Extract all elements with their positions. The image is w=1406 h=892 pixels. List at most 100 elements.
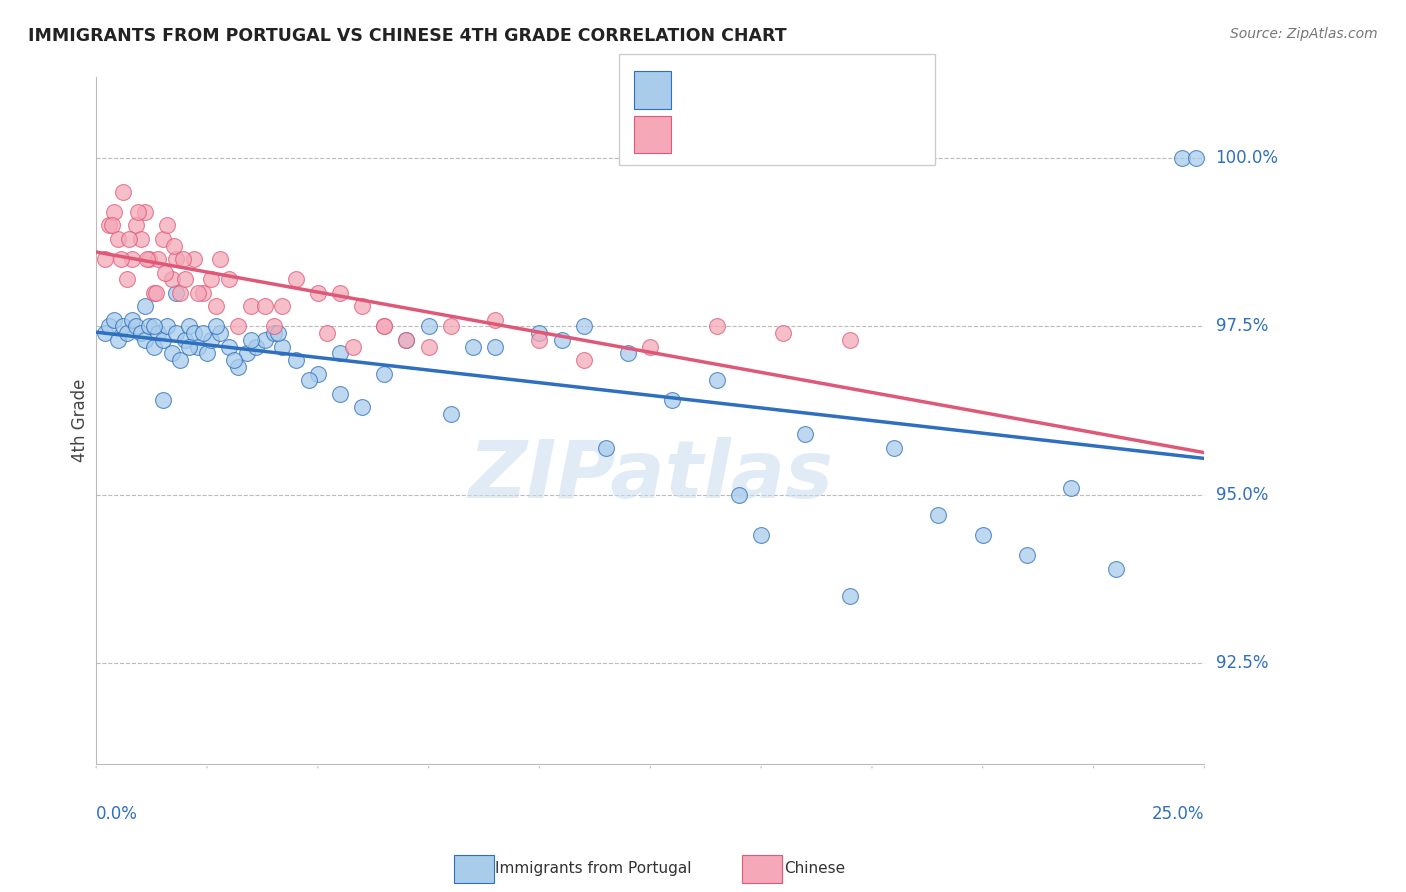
Point — [148, 252, 170, 267]
Point — [595, 441, 617, 455]
Point — [94, 326, 117, 340]
Point — [706, 373, 728, 387]
Point — [972, 528, 994, 542]
Point — [315, 326, 337, 340]
Point — [267, 326, 290, 340]
Point — [1017, 548, 1039, 562]
Text: IMMIGRANTS FROM PORTUGAL VS CHINESE 4TH GRADE CORRELATION CHART: IMMIGRANTS FROM PORTUGAL VS CHINESE 4TH … — [28, 27, 787, 45]
Text: Source: ZipAtlas.com: Source: ZipAtlas.com — [1230, 27, 1378, 41]
Point — [118, 232, 141, 246]
Point — [395, 333, 418, 347]
Point — [142, 340, 165, 354]
Point — [240, 333, 263, 347]
Point — [173, 333, 195, 347]
Point — [179, 340, 201, 354]
Point — [138, 319, 160, 334]
Point — [115, 326, 138, 340]
Point — [329, 386, 352, 401]
Point — [100, 219, 122, 233]
Point — [200, 333, 222, 347]
Text: 92.5%: 92.5% — [1216, 654, 1268, 672]
Point — [111, 319, 134, 334]
Point — [205, 319, 228, 334]
Text: 25.0%: 25.0% — [1152, 805, 1205, 823]
Point — [927, 508, 949, 522]
Point — [165, 326, 187, 340]
Point — [342, 340, 364, 354]
Point — [169, 353, 191, 368]
Point — [395, 333, 418, 347]
Point — [352, 400, 374, 414]
Point — [205, 299, 228, 313]
Point — [484, 312, 506, 326]
Point — [838, 333, 860, 347]
Point — [136, 252, 159, 267]
Point — [706, 319, 728, 334]
Text: Immigrants from Portugal: Immigrants from Portugal — [495, 862, 692, 876]
Point — [165, 252, 187, 267]
Point — [373, 319, 395, 334]
Text: N = 73: N = 73 — [815, 70, 877, 87]
Point — [529, 333, 551, 347]
Point — [134, 333, 156, 347]
Point — [883, 441, 905, 455]
Point — [418, 319, 440, 334]
Point — [152, 232, 174, 246]
Point — [156, 319, 179, 334]
Text: 97.5%: 97.5% — [1216, 318, 1268, 335]
Point — [191, 326, 214, 340]
Point — [103, 205, 125, 219]
Point — [179, 319, 201, 334]
Point — [152, 333, 174, 347]
Point — [749, 528, 772, 542]
Point — [209, 326, 232, 340]
Point — [245, 340, 267, 354]
Point — [98, 319, 121, 334]
Point — [529, 326, 551, 340]
Text: 0.0%: 0.0% — [96, 805, 138, 823]
Point — [172, 252, 194, 267]
Point — [263, 319, 285, 334]
Text: N = 58: N = 58 — [815, 113, 877, 131]
Point — [127, 205, 149, 219]
Point — [1171, 151, 1194, 165]
Point — [298, 373, 321, 387]
Y-axis label: 4th Grade: 4th Grade — [72, 379, 89, 462]
Point — [163, 238, 186, 252]
Point — [461, 340, 484, 354]
Point — [110, 252, 132, 267]
Point — [772, 326, 794, 340]
Point — [440, 319, 463, 334]
Point — [329, 346, 352, 360]
Point — [1060, 481, 1083, 495]
Point — [550, 333, 572, 347]
Point — [572, 319, 595, 334]
Point — [156, 219, 179, 233]
Point — [129, 326, 152, 340]
Point — [1105, 562, 1128, 576]
Point — [134, 205, 156, 219]
Point — [226, 359, 249, 374]
Point — [191, 285, 214, 300]
Point — [284, 272, 307, 286]
Point — [148, 326, 170, 340]
Point — [142, 319, 165, 334]
Point — [222, 353, 245, 368]
Point — [617, 346, 640, 360]
Point — [352, 299, 374, 313]
Point — [107, 232, 129, 246]
Point — [226, 319, 249, 334]
Point — [138, 252, 160, 267]
Point — [572, 353, 595, 368]
Text: 100.0%: 100.0% — [1216, 149, 1278, 167]
Point — [661, 393, 683, 408]
Point — [253, 333, 276, 347]
Point — [125, 219, 148, 233]
Point — [183, 252, 205, 267]
Point — [838, 589, 860, 603]
Point — [329, 285, 352, 300]
Text: R = 0.073: R = 0.073 — [678, 70, 769, 87]
Point — [121, 252, 143, 267]
Point — [98, 219, 121, 233]
Text: Chinese: Chinese — [785, 862, 845, 876]
